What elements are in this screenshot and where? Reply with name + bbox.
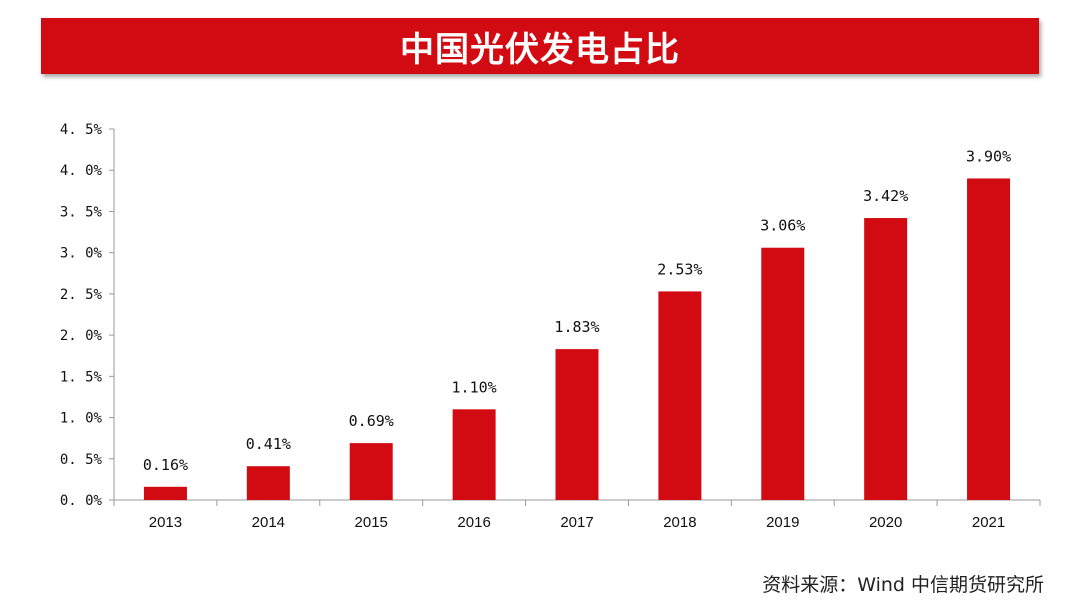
x-tick-label: 2018 bbox=[663, 514, 696, 531]
data-label: 1.83% bbox=[554, 318, 599, 336]
x-tick-label: 2014 bbox=[252, 514, 285, 531]
data-label: 0.41% bbox=[246, 435, 291, 453]
x-tick-label: 2013 bbox=[149, 514, 182, 531]
data-label: 3.42% bbox=[863, 187, 908, 205]
title-banner: 中国光伏发电占比 bbox=[41, 18, 1039, 74]
bar bbox=[967, 178, 1011, 500]
x-tick-label: 2017 bbox=[560, 514, 593, 531]
y-tick-label: 3. 0% bbox=[60, 246, 103, 262]
bar bbox=[658, 291, 702, 500]
bar bbox=[761, 247, 805, 500]
x-tick-label: 2016 bbox=[457, 514, 490, 531]
bar bbox=[452, 409, 496, 500]
y-tick-label: 4. 0% bbox=[60, 163, 103, 179]
bar bbox=[864, 218, 908, 501]
y-tick-label: 1. 5% bbox=[60, 369, 103, 385]
data-label: 0.69% bbox=[349, 412, 394, 430]
y-tick-label: 0. 5% bbox=[60, 452, 103, 468]
bar bbox=[555, 349, 599, 500]
x-tick-label: 2019 bbox=[766, 514, 799, 531]
data-label: 1.10% bbox=[452, 378, 497, 396]
bar bbox=[246, 466, 290, 500]
x-tick-label: 2021 bbox=[972, 514, 1005, 531]
y-tick-label: 4. 5% bbox=[60, 122, 103, 138]
y-tick-label: 2. 0% bbox=[60, 328, 103, 344]
y-tick-label: 3. 5% bbox=[60, 204, 103, 220]
bar bbox=[143, 486, 187, 500]
y-tick-label: 0. 0% bbox=[60, 493, 103, 509]
x-tick-label: 2020 bbox=[869, 514, 902, 531]
data-label: 0.16% bbox=[143, 456, 188, 474]
x-tick-label: 2015 bbox=[355, 514, 388, 531]
bar bbox=[349, 443, 393, 500]
source-note: 资料来源：Wind 中信期货研究所 bbox=[762, 574, 1044, 596]
chart-title: 中国光伏发电占比 bbox=[400, 29, 680, 70]
data-label: 3.06% bbox=[760, 217, 805, 235]
y-tick-label: 1. 0% bbox=[60, 411, 103, 427]
y-tick-label: 2. 5% bbox=[60, 287, 103, 303]
data-label: 3.90% bbox=[966, 147, 1011, 165]
data-label: 2.53% bbox=[657, 260, 702, 278]
